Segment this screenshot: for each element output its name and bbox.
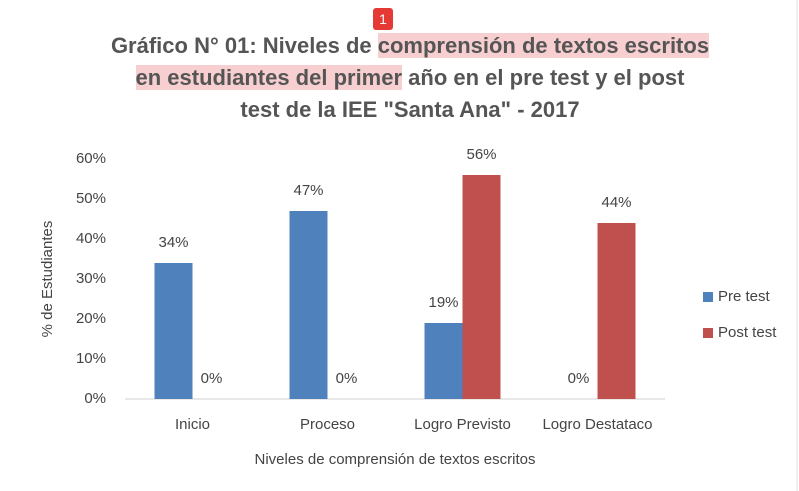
value-label: 44%: [601, 194, 631, 211]
chart-title: Gráfico N° 01: Niveles de comprensión de…: [100, 30, 720, 126]
bar: [424, 323, 463, 399]
x-tick-label: Logro Previsto: [414, 416, 511, 433]
y-axis-label: % de Estudiantes: [39, 221, 56, 338]
legend-label: Pre test: [718, 288, 771, 305]
bar: [154, 263, 193, 399]
value-label: 47%: [293, 182, 323, 199]
value-label: 0%: [336, 370, 358, 387]
title-segment: en estudiantes del primer: [135, 65, 403, 90]
legend-swatch: [703, 292, 713, 302]
title-line: en estudiantes del primer año en el pre …: [100, 62, 720, 94]
x-axis-label: Niveles de comprensión de textos escrito…: [255, 451, 536, 468]
y-tick-label: 10%: [76, 350, 106, 367]
y-tick-label: 40%: [76, 230, 106, 247]
legend-label: Post test: [718, 324, 777, 341]
x-tick-label: Inicio: [175, 416, 210, 433]
value-label: 0%: [568, 370, 590, 387]
legend-swatch: [703, 328, 713, 338]
y-tick-label: 60%: [76, 150, 106, 167]
y-tick-label: 20%: [76, 310, 106, 327]
bar: [289, 211, 328, 399]
bar: [462, 175, 501, 399]
badge: 1: [373, 8, 393, 30]
value-label: 19%: [428, 294, 458, 311]
title-segment: test de la IEE "Santa Ana" - 2017: [240, 97, 580, 122]
x-tick-label: Logro Destataco: [542, 416, 652, 433]
title-line: test de la IEE "Santa Ana" - 2017: [100, 94, 720, 126]
y-tick-label: 30%: [76, 270, 106, 287]
y-tick-label: 50%: [76, 190, 106, 207]
value-label: 0%: [201, 370, 223, 387]
x-tick-label: Proceso: [300, 416, 355, 433]
title-segment: año en el pre test y el post: [402, 65, 685, 90]
title-segment: comprensión de textos escritos: [377, 33, 710, 58]
title-segment: Gráfico N° 01: Niveles de: [110, 33, 378, 58]
value-label: 34%: [158, 234, 188, 251]
bar: [597, 223, 636, 399]
value-label: 56%: [466, 146, 496, 163]
y-tick-label: 0%: [84, 390, 106, 407]
title-line: Gráfico N° 01: Niveles de comprensión de…: [100, 30, 720, 62]
